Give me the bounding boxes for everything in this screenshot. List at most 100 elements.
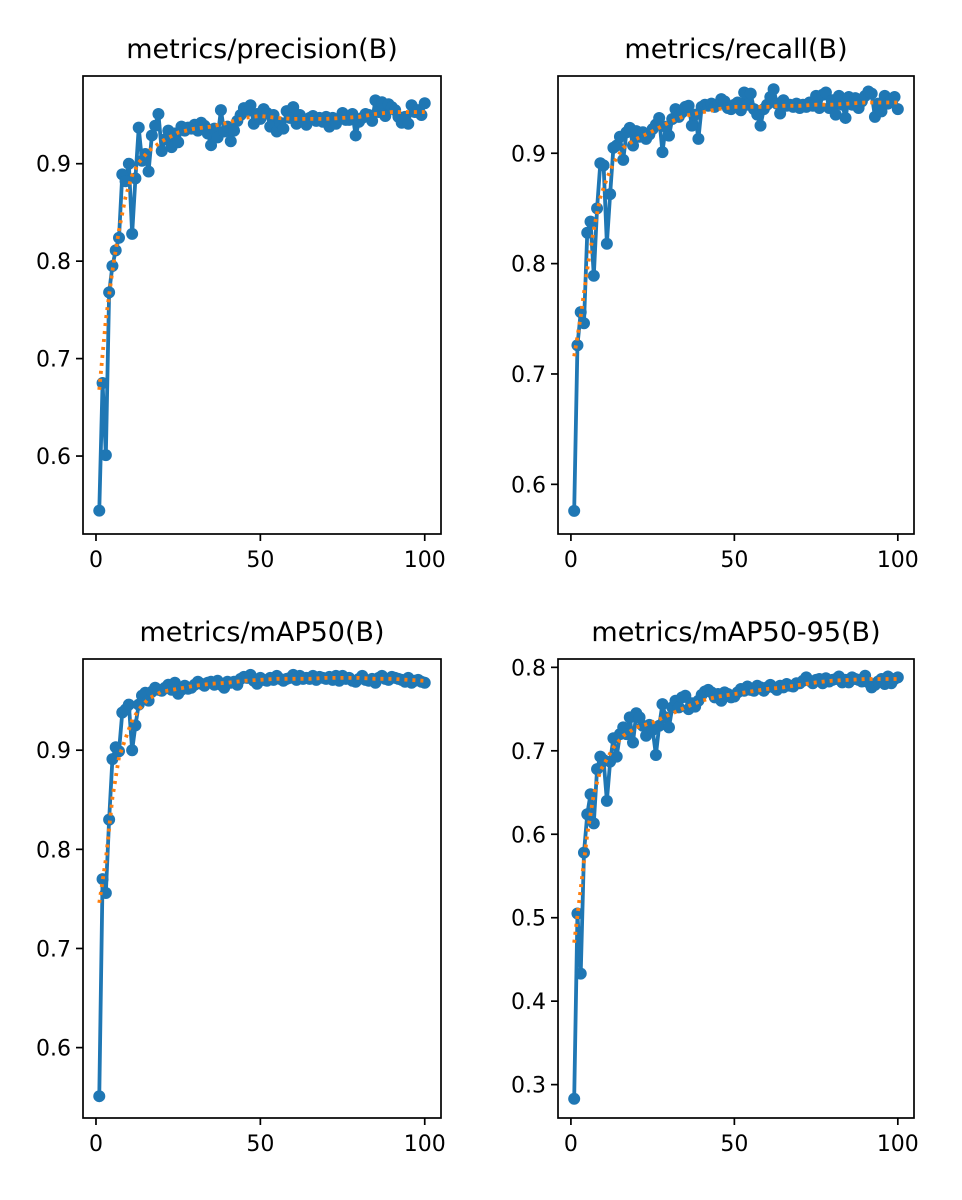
subplot-recall: metrics/recall(B) 0 50 100 0.6 0.7 0.8 0.9: [511, 34, 919, 573]
data-point: [587, 817, 600, 830]
data-point: [653, 719, 666, 732]
y-tick-label: 0.6: [511, 473, 546, 498]
subplot-title: metrics/mAP50(B): [139, 617, 384, 648]
x-tick-label: 0: [89, 1132, 103, 1157]
plot-frame: [557, 75, 915, 535]
smooth-line: [572, 677, 898, 943]
data-point: [600, 237, 613, 250]
data-point: [106, 753, 119, 766]
y-tick-label: 0.8: [36, 838, 71, 863]
data-point: [839, 111, 852, 124]
data-point: [149, 119, 162, 132]
y-tick-label: 0.9: [36, 153, 71, 178]
data-point: [620, 728, 633, 741]
x-tick-label: 100: [404, 1132, 446, 1157]
data-point: [119, 175, 132, 188]
data-point: [587, 269, 600, 282]
y-tick-label: 0.4: [511, 990, 546, 1015]
x-tick-label: 0: [564, 1132, 578, 1157]
y-tick-label: 0.7: [511, 740, 546, 765]
data-point: [122, 157, 135, 170]
subplot-title: metrics/recall(B): [624, 34, 847, 65]
subplot-map50: metrics/mAP50(B) 0 50 100 0.6 0.7 0.8 0.9: [36, 617, 446, 1157]
y-tick-label: 0.8: [511, 656, 546, 681]
y-tick-label: 0.7: [511, 363, 546, 388]
data-point: [865, 87, 878, 100]
y-tick-label: 0.8: [36, 250, 71, 275]
data-point: [574, 967, 587, 980]
y-tick-label: 0.8: [511, 253, 546, 278]
y-tick-label: 0.7: [36, 937, 71, 962]
smooth-line: [572, 100, 898, 357]
data-point: [142, 165, 155, 178]
x-tick-label: 0: [564, 548, 578, 573]
data-point: [93, 504, 106, 517]
data-point: [113, 745, 125, 758]
data-point: [224, 135, 237, 148]
data-point: [415, 108, 428, 121]
data-point: [366, 114, 379, 127]
data-point: [649, 748, 662, 761]
y-tick-label: 0.3: [511, 1074, 546, 1099]
x-tick-label: 50: [720, 548, 748, 573]
data-point: [685, 119, 698, 132]
data-point: [581, 808, 594, 821]
data-point: [767, 83, 780, 96]
data-point: [610, 750, 623, 763]
data-point: [584, 215, 597, 228]
plot-frame: [557, 658, 915, 1119]
data-point: [349, 129, 362, 142]
plot-frame: [82, 75, 442, 535]
data-point: [656, 698, 669, 711]
data-point: [656, 146, 669, 159]
y-tick-label: 0.7: [36, 348, 71, 373]
data-point: [228, 124, 241, 137]
data-point: [155, 145, 168, 158]
data-point: [662, 129, 675, 142]
y-tick-label: 0.9: [511, 142, 546, 167]
x-tick-label: 100: [877, 548, 919, 573]
y-tick-label: 0.6: [36, 1037, 71, 1062]
data-point: [244, 99, 257, 112]
data-point: [604, 188, 617, 201]
subplot-title: metrics/mAP50-95(B): [591, 617, 880, 648]
x-tick-label: 100: [404, 548, 446, 573]
x-tick-label: 50: [246, 1132, 274, 1157]
data-point: [891, 103, 904, 116]
data-point: [581, 226, 594, 239]
subplot-precision: metrics/precision(B) 0 50 100 0.6 0.7 0.8 0.9: [36, 34, 446, 573]
y-tick-label: 0.9: [36, 739, 71, 764]
data-point: [568, 1092, 581, 1105]
y-tick-label: 0.5: [511, 907, 546, 932]
data-point: [617, 153, 630, 166]
data-point: [418, 676, 431, 689]
data-point: [152, 108, 165, 120]
data-point: [402, 117, 415, 130]
data-point: [103, 813, 116, 826]
y-tick-label: 0.6: [511, 823, 546, 848]
data-point: [126, 227, 139, 240]
data-point: [99, 449, 112, 462]
data-point: [277, 122, 290, 135]
data-point: [574, 306, 587, 319]
data-point: [754, 119, 767, 132]
y-tick-label: 0.6: [36, 445, 71, 470]
data-point: [106, 260, 119, 273]
plot-frame: [82, 658, 442, 1119]
data-point: [571, 907, 584, 920]
data-point: [99, 886, 112, 899]
subplot-title: metrics/precision(B): [126, 34, 398, 65]
data-point: [653, 111, 666, 124]
data-point: [662, 721, 675, 734]
data-point: [682, 99, 695, 112]
data-point: [214, 104, 227, 117]
data-point: [122, 698, 135, 711]
x-tick-label: 0: [89, 548, 103, 573]
data-point: [597, 159, 610, 172]
data-point: [571, 339, 584, 352]
data-point: [132, 121, 145, 134]
data-point: [145, 129, 158, 142]
data-point: [577, 317, 590, 330]
